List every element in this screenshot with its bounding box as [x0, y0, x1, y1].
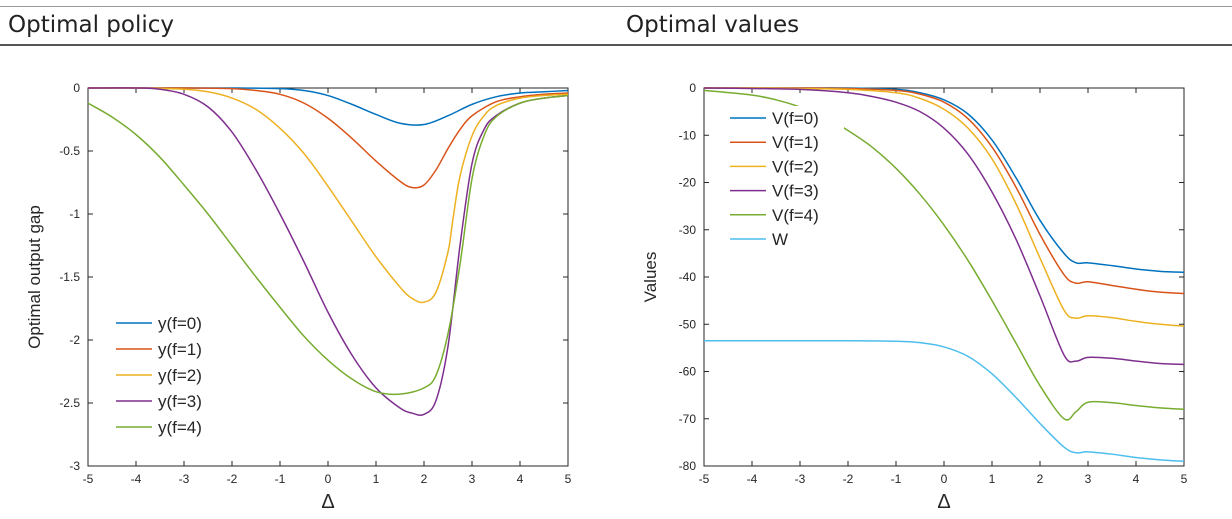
y-tick-label: -60 [679, 365, 697, 379]
right-section-header: Optimal values [616, 0, 1232, 46]
legend: y(f=0) y(f=1) y(f=2) y(f=3) y(f=4) [110, 311, 220, 451]
x-tick-label: 5 [565, 472, 572, 486]
x-axis-label: Δ [321, 491, 334, 513]
y-tick-label: -40 [679, 270, 697, 284]
x-tick-label: -4 [131, 472, 142, 486]
series-line-6 [704, 340, 1185, 463]
y-axis-label: Optimal output gap [25, 205, 44, 349]
header-rule-top [0, 6, 1232, 7]
x-tick-label: 3 [469, 472, 476, 486]
series-line-2 [703, 87, 1185, 295]
x-axis-label: Δ [937, 491, 950, 513]
legend-label: V(f=3) [772, 182, 819, 201]
x-tick-label: -2 [843, 472, 854, 486]
y-axis-label: Values [641, 252, 660, 303]
y-tick-label: -3 [69, 459, 80, 473]
series-line-3 [87, 87, 569, 304]
y-tick-label: -10 [679, 128, 697, 142]
y-tick-label: -1 [69, 207, 80, 221]
x-tick-label: -3 [179, 472, 190, 486]
x-tick-label: -3 [795, 472, 806, 486]
optimal-values-chart: -5 -4 -3 -2 -1 0 1 2 3 4 50-10-20-30-40-50-60-70-8… [641, 81, 1188, 513]
x-tick-label: -1 [275, 472, 286, 486]
legend-label: y(f=2) [158, 366, 202, 385]
series-line-4 [703, 87, 1185, 366]
x-tick-label: -5 [699, 472, 710, 486]
x-tick-label: -2 [227, 472, 238, 486]
left-section-title: Optimal policy [8, 12, 175, 38]
y-tick-label: -1.5 [59, 270, 80, 284]
legend-label: V(f=1) [772, 133, 819, 152]
series-line-5 [87, 94, 569, 396]
y-tick-label: -80 [679, 459, 697, 473]
x-tick-label: 2 [1037, 472, 1044, 486]
series-lines [87, 87, 569, 416]
y-tick-label: -70 [679, 412, 697, 426]
header-rule-bottom [0, 44, 1232, 46]
x-tick-label: 4 [1133, 472, 1140, 486]
y-tick-label: -30 [679, 223, 697, 237]
x-tick-label: 0 [325, 472, 332, 486]
series-line-2 [87, 87, 569, 189]
series-line-4 [87, 87, 569, 416]
right-section-title: Optimal values [626, 12, 800, 38]
left-section-header: Optimal policy [0, 0, 616, 46]
x-tick-label: -5 [83, 472, 94, 486]
legend-label: V(f=0) [772, 109, 819, 128]
legend-label: V(f=4) [772, 206, 819, 225]
x-tick-label: 5 [1181, 472, 1188, 486]
y-tick-label: -0.5 [59, 144, 80, 158]
legend-label: y(f=0) [158, 314, 202, 333]
legend: V(f=0) V(f=1) V(f=2) V(f=3) V(f=4) W [724, 106, 844, 262]
x-tick-label: 0 [941, 472, 948, 486]
x-tick-label: 4 [517, 472, 524, 486]
legend-label: W [772, 230, 788, 249]
y-tick-label: -50 [679, 317, 697, 331]
legend-label: y(f=4) [158, 418, 202, 437]
series-line-3 [703, 87, 1185, 327]
x-tick-label: -4 [747, 472, 758, 486]
x-tick-label: 3 [1085, 472, 1092, 486]
y-tick-label: -2 [69, 333, 80, 347]
legend-background [724, 106, 844, 262]
x-tick-label: -1 [891, 472, 902, 486]
legend-label: y(f=1) [158, 340, 202, 359]
x-tick-label: 2 [421, 472, 428, 486]
legend-label: V(f=2) [772, 157, 819, 176]
y-tick-label: -20 [679, 176, 697, 190]
x-tick-label: 1 [373, 472, 380, 486]
optimal-policy-chart: -5 -4 -3 -2 -1 0 1 2 3 4 5 0 -0.5 -1 -1.5 -2 -2.5 -3 Δ Opti… [25, 81, 572, 513]
x-tick-label: 1 [989, 472, 996, 486]
legend-label: y(f=3) [158, 392, 202, 411]
y-tick-label: -2.5 [59, 396, 80, 410]
y-tick-label: 0 [689, 81, 696, 95]
y-tick-label: 0 [73, 81, 80, 95]
